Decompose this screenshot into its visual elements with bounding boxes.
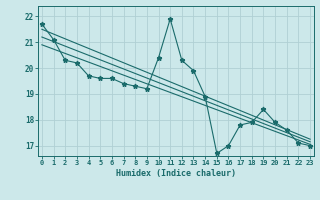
X-axis label: Humidex (Indice chaleur): Humidex (Indice chaleur) (116, 169, 236, 178)
